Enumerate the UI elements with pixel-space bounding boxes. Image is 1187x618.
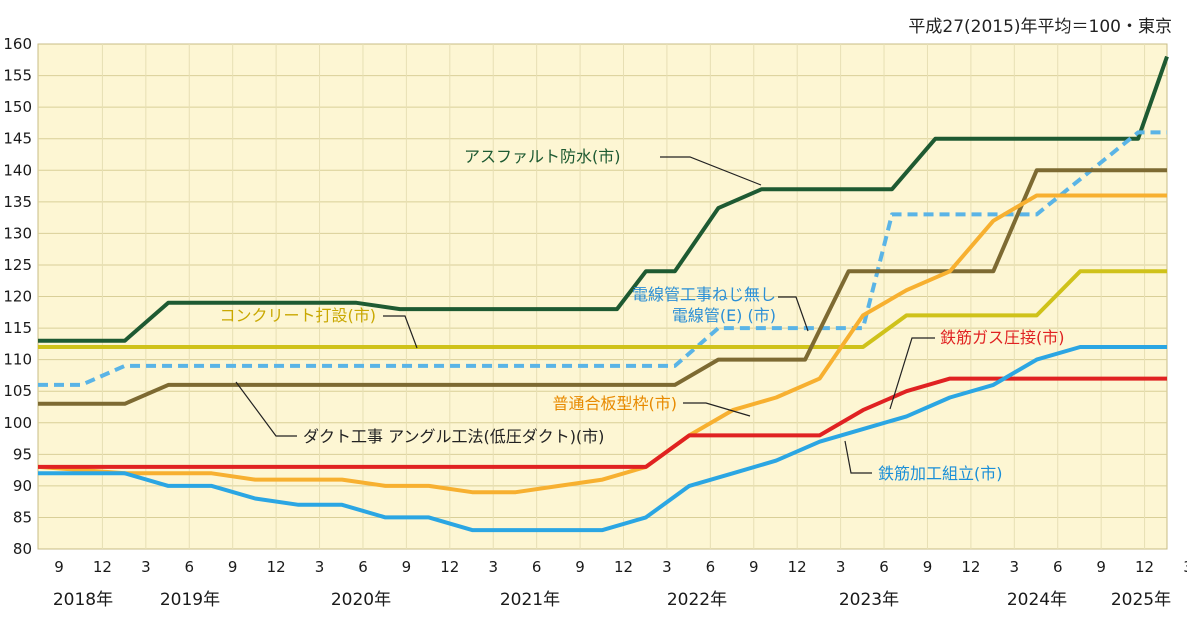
x-year-label: 2019年 (160, 590, 220, 610)
series-line-plywood-formwork (37, 193, 1167, 495)
series-label-plywood-formwork: 普通合板型枠(市) (553, 394, 678, 413)
x-tick-label: 9 (1096, 558, 1106, 576)
x-year-label: 2020年 (331, 590, 391, 610)
x-year-label: 2021年 (500, 590, 560, 610)
leader-line-rebar-assembly (844, 440, 872, 474)
leader-line-rebar-gas-welding (889, 337, 935, 410)
series-line-duct-angle (38, 168, 1167, 406)
y-tick-label: 115 (3, 319, 32, 337)
leader-line-asphalt-waterproof (660, 156, 762, 186)
x-tick-label: 3 (1183, 558, 1187, 576)
x-year-label: 2022年 (667, 590, 727, 610)
x-tick-label: 12 (440, 558, 459, 576)
x-tick-label: 6 (532, 558, 542, 576)
y-tick-label: 95 (13, 445, 32, 463)
x-tick-label: 9 (54, 558, 64, 576)
y-tick-label: 85 (13, 508, 32, 526)
grid (37, 43, 1168, 550)
series-label-duct-angle: ダクト工事 アングル工法(低圧ダクト)(市) (303, 427, 604, 446)
series-label-concrete-placing: コンクリート打設(市) (220, 306, 377, 325)
leader-line-duct-angle (235, 381, 297, 437)
x-tick-label: 6 (1053, 558, 1063, 576)
y-tick-label: 120 (3, 288, 32, 306)
y-tick-label: 125 (3, 256, 32, 274)
leader-line-concrete-placing (383, 315, 418, 349)
index-base-note: 平成27(2015)年平均＝100・東京 (908, 17, 1172, 37)
series-line-concrete-placing (38, 269, 1167, 349)
y-tick-label: 80 (13, 540, 32, 558)
y-tick-label: 90 (13, 477, 32, 495)
x-tick-label: 12 (93, 558, 112, 576)
leader-line-plywood-formwork (683, 402, 751, 417)
x-tick-label: 3 (488, 558, 498, 576)
y-tick-label: 135 (3, 193, 32, 211)
leader-line-conduit-e (778, 296, 809, 332)
x-tick-label: 3 (1010, 558, 1020, 576)
x-tick-label: 9 (749, 558, 759, 576)
x-year-label: 2024年 (1007, 590, 1067, 610)
x-year-label: 2025年 (1111, 590, 1171, 610)
series-label-conduit-e: 電線管工事ねじ無し電線管(E) (市) (632, 285, 776, 325)
x-tick-label: 3 (836, 558, 846, 576)
x-tick-label: 9 (228, 558, 238, 576)
series-label-asphalt-waterproof: アスファルト防水(市) (464, 147, 621, 166)
x-tick-label: 3 (315, 558, 325, 576)
axes: 80 85 90 95 100 105 110 115 120 125 130 135 140 145 15… (3, 35, 1187, 610)
x-tick-label: 6 (879, 558, 889, 576)
x-tick-label: 3 (662, 558, 672, 576)
x-tick-label: 9 (923, 558, 933, 576)
y-tick-label: 110 (3, 351, 32, 369)
x-tick-label: 12 (788, 558, 807, 576)
x-tick-label: 9 (575, 558, 585, 576)
x-tick-label: 9 (402, 558, 412, 576)
x-tick-label: 6 (184, 558, 194, 576)
x-tick-label: 12 (961, 558, 980, 576)
y-tick-label: 100 (3, 414, 32, 432)
x-year-label: 2018年 (53, 590, 113, 610)
x-tick-label: 12 (267, 558, 286, 576)
x-tick-label: 3 (141, 558, 151, 576)
x-tick-label: 12 (1135, 558, 1154, 576)
x-tick-label: 6 (358, 558, 368, 576)
series-labels: アスファルト防水(市) 電線管工事ねじ無し電線管(E) (市) コンクリート打設(市… (220, 147, 1065, 483)
y-tick-label: 105 (3, 382, 32, 400)
y-tick-label: 155 (3, 67, 32, 85)
series-line-rebar-assembly (38, 345, 1167, 533)
series-line-rebar-gas-welding (38, 376, 1167, 469)
y-tick-label: 145 (3, 130, 32, 148)
y-tick-label: 130 (3, 224, 32, 242)
series-label-rebar-assembly: 鉄筋加工組立(市) (878, 464, 1003, 483)
y-tick-label: 160 (3, 35, 32, 53)
y-tick-label: 140 (3, 161, 32, 179)
series-line-asphalt-waterproof (38, 55, 1169, 343)
series-label-rebar-gas-welding: 鉄筋ガス圧接(市) (940, 328, 1065, 347)
series-line-conduit-e (38, 130, 1167, 387)
series-layer (37, 55, 1169, 533)
x-year-label: 2023年 (839, 590, 899, 610)
x-tick-label: 6 (706, 558, 716, 576)
y-tick-label: 150 (3, 98, 32, 116)
x-tick-label: 12 (614, 558, 633, 576)
